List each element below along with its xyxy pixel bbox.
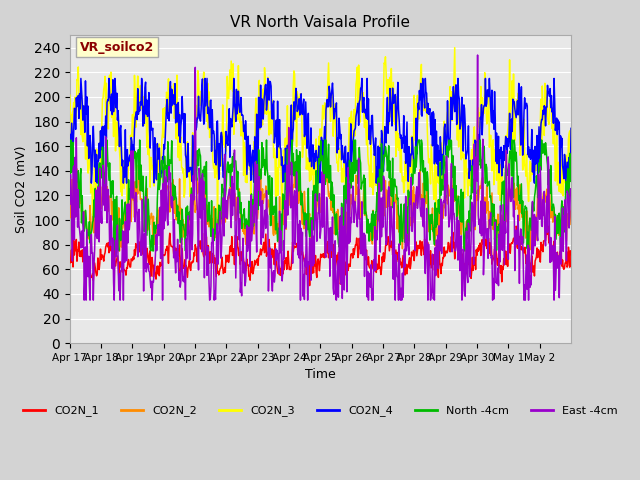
Legend: CO2N_1, CO2N_2, CO2N_3, CO2N_4, North -4cm, East -4cm: CO2N_1, CO2N_2, CO2N_3, CO2N_4, North -4… xyxy=(19,401,622,421)
Y-axis label: Soil CO2 (mV): Soil CO2 (mV) xyxy=(15,145,28,233)
X-axis label: Time: Time xyxy=(305,369,336,382)
Title: VR North Vaisala Profile: VR North Vaisala Profile xyxy=(230,15,410,30)
Text: VR_soilco2: VR_soilco2 xyxy=(80,41,154,54)
